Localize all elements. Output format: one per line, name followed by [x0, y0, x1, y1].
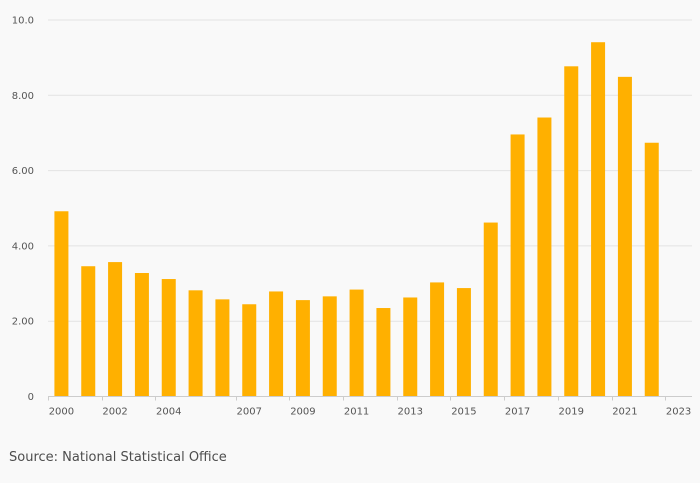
- bar: [564, 66, 579, 397]
- bar: [456, 288, 471, 397]
- x-tick-label: 2000: [49, 407, 74, 418]
- x-tick-label: 2007: [237, 407, 262, 418]
- x-axis-tick-labels: 2000 2002 2004 2007 2009 2011 2013 2015 2017 2019…: [49, 407, 692, 418]
- x-tick-label: 2019: [559, 407, 584, 418]
- bar: [591, 42, 606, 397]
- bar: [617, 76, 632, 397]
- bar: [134, 273, 149, 397]
- x-axis-tick-marks: [48, 396, 666, 401]
- y-tick-label: 8.00: [12, 91, 34, 102]
- x-tick-label: 2021: [612, 407, 637, 418]
- x-tick-label: 2017: [505, 407, 530, 418]
- x-tick-label: 2015: [451, 407, 476, 418]
- source-note: Source: National Statistical Office: [9, 450, 227, 465]
- bar: [483, 222, 498, 397]
- bar: [188, 290, 203, 397]
- bars: [54, 42, 659, 397]
- bar: [510, 134, 525, 397]
- y-tick-label: 0: [28, 392, 34, 403]
- x-tick-label: 2009: [290, 407, 315, 418]
- bar: [54, 211, 69, 397]
- bar: [108, 262, 123, 397]
- y-tick-label: 10.0: [12, 16, 34, 27]
- bar: [403, 297, 418, 397]
- bar: [161, 279, 176, 397]
- x-tick-label: 2004: [156, 407, 181, 418]
- y-tick-label: 2.00: [12, 317, 34, 328]
- bar: [644, 142, 659, 397]
- x-tick-label: 2002: [102, 407, 127, 418]
- y-tick-label: 6.00: [12, 166, 34, 177]
- x-tick-label: 2011: [344, 407, 369, 418]
- bar: [81, 266, 96, 397]
- bar: [242, 304, 257, 397]
- bar: [537, 117, 552, 397]
- x-tick-label: 2023: [666, 407, 691, 418]
- bar: [376, 308, 391, 397]
- bar: [295, 300, 310, 397]
- y-tick-label: 4.00: [12, 241, 34, 252]
- bar: [322, 296, 337, 397]
- bar: [430, 282, 445, 397]
- y-axis-tick-labels: 0 2.00 4.00 6.00 8.00 10.0: [12, 16, 34, 404]
- bar: [215, 299, 230, 397]
- grid-lines: [48, 19, 692, 322]
- x-tick-label: 2013: [398, 407, 423, 418]
- bar: [269, 291, 284, 397]
- bar: [349, 289, 364, 397]
